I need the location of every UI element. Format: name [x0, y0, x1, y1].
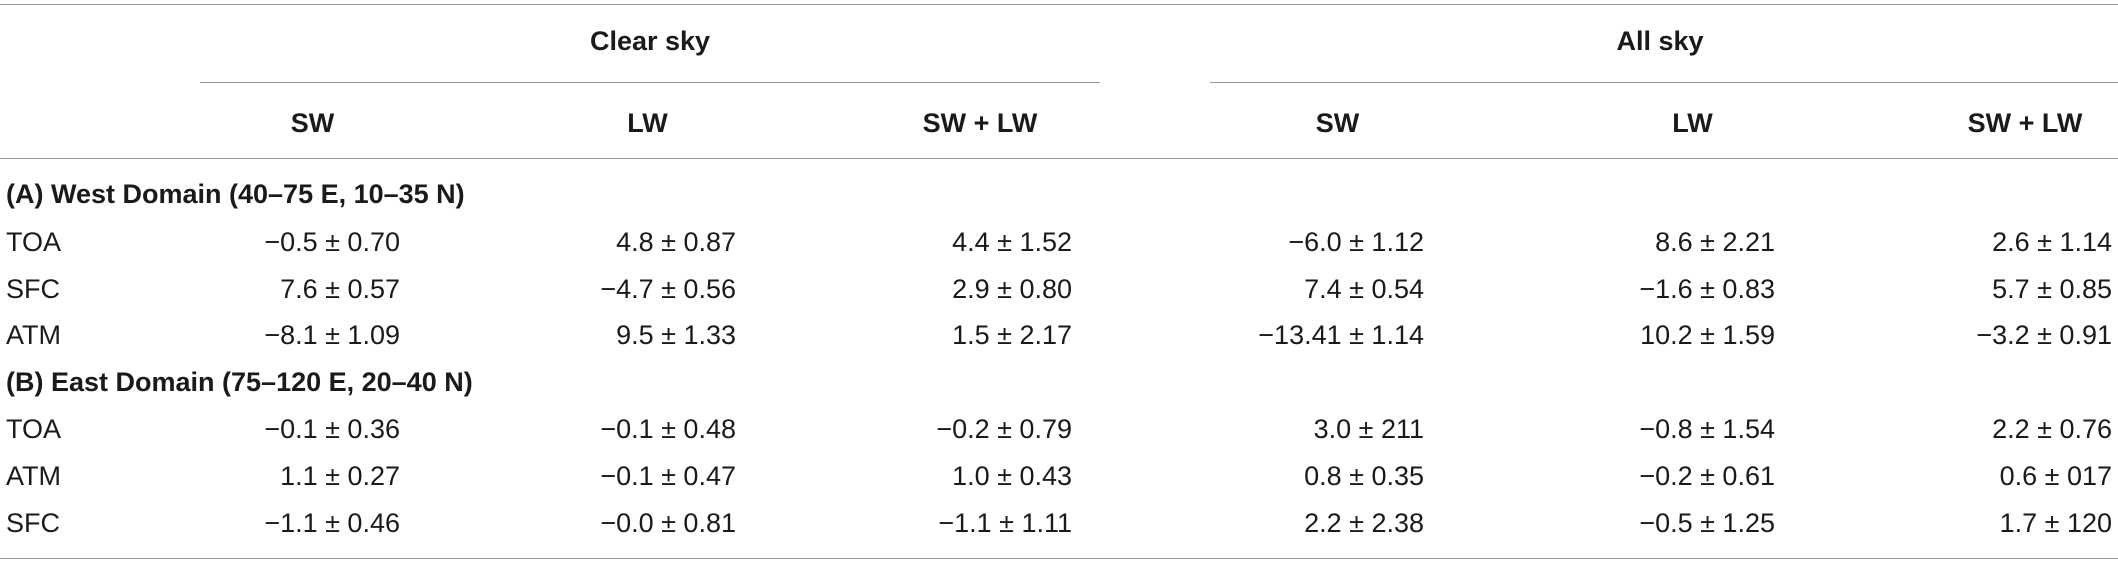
col-header-clear-swlw: SW + LW — [922, 108, 1038, 138]
cell-value: 1.1 ± 0.27 — [280, 461, 400, 491]
cell-value: 2.2 ± 0.76 — [1992, 414, 2112, 444]
row-label: SFC — [6, 508, 60, 538]
table-bottom-rule — [0, 558, 2118, 559]
cell-value: −0.2 ± 0.79 — [936, 414, 1072, 444]
cell-value: −1.6 ± 0.83 — [1639, 274, 1775, 304]
cell-value: −0.5 ± 1.25 — [1639, 508, 1775, 538]
cell-value: 1.7 ± 120 — [1999, 508, 2112, 538]
row-label: ATM — [6, 320, 61, 350]
section-title-east: (B) East Domain (75–120 E, 20–40 N) — [6, 367, 473, 397]
cell-value: −13.41 ± 1.14 — [1258, 320, 1424, 350]
cell-value: 10.2 ± 1.59 — [1640, 320, 1775, 350]
cell-value: 2.6 ± 1.14 — [1992, 227, 2112, 257]
all-sky-underline — [1210, 82, 2118, 83]
group-header-clear-sky: Clear sky — [589, 26, 711, 56]
cell-value: −0.5 ± 0.70 — [264, 227, 400, 257]
cell-value: −8.1 ± 1.09 — [264, 320, 400, 350]
cell-value: −0.1 ± 0.47 — [600, 461, 736, 491]
clear-sky-underline — [200, 82, 1100, 83]
cell-value: −0.0 ± 0.81 — [600, 508, 736, 538]
cell-value: 1.5 ± 2.17 — [952, 320, 1072, 350]
cell-value: −1.1 ± 1.11 — [938, 508, 1072, 538]
cell-value: 4.4 ± 1.52 — [952, 227, 1072, 257]
row-label: ATM — [6, 461, 61, 491]
cell-value: 0.6 ± 017 — [1999, 461, 2112, 491]
cell-value: −0.8 ± 1.54 — [1639, 414, 1775, 444]
cell-value: −4.7 ± 0.56 — [600, 274, 736, 304]
cell-value: −0.2 ± 0.61 — [1639, 461, 1775, 491]
col-header-clear-lw: LW — [627, 108, 668, 138]
row-label: SFC — [6, 274, 60, 304]
row-label: TOA — [6, 414, 62, 444]
section-title-west: (A) West Domain (40–75 E, 10–35 N) — [6, 179, 465, 209]
table-top-rule — [0, 4, 2118, 5]
col-header-all-sw: SW — [1315, 108, 1360, 138]
cell-value: 8.6 ± 2.21 — [1655, 227, 1775, 257]
header-bottom-rule — [0, 158, 2118, 159]
cell-value: −0.1 ± 0.48 — [600, 414, 736, 444]
cell-value: 1.0 ± 0.43 — [952, 461, 1072, 491]
cell-value: 2.2 ± 2.38 — [1304, 508, 1424, 538]
row-label: TOA — [6, 227, 62, 257]
cell-value: 0.8 ± 0.35 — [1304, 461, 1424, 491]
cell-value: −6.0 ± 1.12 — [1288, 227, 1424, 257]
cell-value: 7.6 ± 0.57 — [280, 274, 400, 304]
cell-value: 7.4 ± 0.54 — [1304, 274, 1424, 304]
cell-value: 5.7 ± 0.85 — [1992, 274, 2112, 304]
cell-value: −0.1 ± 0.36 — [264, 414, 400, 444]
group-header-all-sky: All sky — [1616, 26, 1704, 56]
col-header-clear-sw: SW — [290, 108, 335, 138]
cell-value: −1.1 ± 0.46 — [264, 508, 400, 538]
cell-value: 3.0 ± 211 — [1313, 414, 1424, 444]
col-header-all-lw: LW — [1672, 108, 1713, 138]
cell-value: −3.2 ± 0.91 — [1976, 320, 2112, 350]
cell-value: 9.5 ± 1.33 — [616, 320, 736, 350]
col-header-all-swlw: SW + LW — [1967, 108, 2083, 138]
cell-value: 2.9 ± 0.80 — [952, 274, 1072, 304]
cell-value: 4.8 ± 0.87 — [616, 227, 736, 257]
